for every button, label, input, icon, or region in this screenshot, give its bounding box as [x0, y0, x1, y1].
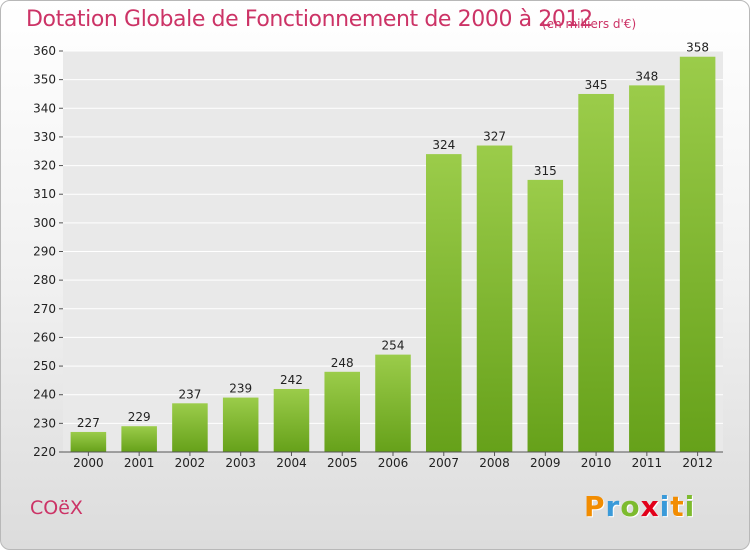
data-label-2008: 327: [483, 130, 506, 144]
y-tick-label: 300: [33, 216, 56, 230]
y-tick-label: 260: [33, 330, 56, 344]
x-tick-label-2001: 2001: [124, 456, 155, 470]
bars: [70, 56, 716, 452]
x-tick-label-2009: 2009: [530, 456, 561, 470]
data-labels: 227 229 237 239 242 248 254 324 327 315 345 348 358: [77, 41, 709, 430]
data-label-2007: 324: [432, 138, 455, 152]
bar-2002: [172, 403, 208, 452]
y-tick-label: 240: [33, 388, 56, 402]
bar-2011: [629, 85, 665, 452]
data-label-2002: 237: [178, 387, 201, 401]
bar-2008: [476, 145, 513, 452]
data-label-2005: 248: [331, 356, 354, 370]
bar-2005: [324, 371, 360, 452]
logo-letter: r: [605, 490, 621, 523]
data-label-2003: 239: [229, 382, 252, 396]
y-tick-label: 220: [33, 445, 56, 459]
x-tick-label-2012: 2012: [682, 456, 713, 470]
chart-title: Dotation Globale de Fonctionnement de 20…: [26, 7, 593, 32]
y-tick-label: 250: [33, 359, 56, 373]
bar-2010: [578, 93, 614, 452]
y-axis-ticks: 220 230 240 250 260 270 280 290 300 310 320 330 340 3…: [33, 44, 63, 459]
data-label-2006: 254: [382, 339, 405, 353]
logo-letter: x: [640, 490, 660, 523]
y-tick-label: 310: [33, 187, 56, 201]
y-tick-label: 360: [33, 44, 56, 58]
y-tick-label: 340: [33, 101, 56, 115]
x-tick-label-2006: 2006: [378, 456, 409, 470]
proxiti-logo: Proxiti: [584, 490, 695, 523]
y-tick-label: 280: [33, 273, 56, 287]
bar-2000: [70, 431, 107, 452]
y-tick-label: 320: [33, 159, 56, 173]
data-label-2004: 242: [280, 373, 303, 387]
x-tick-label-2002: 2002: [175, 456, 206, 470]
bar-2009: [527, 179, 564, 452]
x-axis-ticks: 2000 2001 2002 2003 2004 2005 2006 2007 2008 2009…: [73, 452, 713, 470]
bar-2006: [375, 354, 411, 452]
data-label-2000: 227: [77, 416, 100, 430]
x-tick-label-2003: 2003: [225, 456, 256, 470]
logo-letter: t: [670, 490, 685, 523]
y-tick-label: 350: [33, 73, 56, 87]
y-tick-label: 330: [33, 130, 56, 144]
y-tick-label: 270: [33, 302, 56, 316]
data-label-2009: 315: [534, 164, 557, 178]
x-tick-label-2007: 2007: [428, 456, 459, 470]
bar-2004: [273, 388, 310, 452]
x-tick-label-2011: 2011: [632, 456, 663, 470]
x-tick-label-2000: 2000: [73, 456, 104, 470]
x-tick-label-2010: 2010: [581, 456, 612, 470]
commune-name: COëX: [30, 497, 83, 519]
y-tick-label: 290: [33, 245, 56, 259]
x-tick-label-2008: 2008: [479, 456, 510, 470]
bar-2012: [679, 56, 716, 452]
logo-letter: P: [584, 490, 606, 523]
logo-letter: i: [684, 490, 696, 523]
data-label-2010: 345: [585, 78, 608, 92]
bar-2003: [222, 397, 259, 452]
logo-letter: o: [620, 490, 641, 523]
bar-2007: [426, 154, 462, 452]
bar-2001: [121, 426, 157, 452]
x-tick-label-2005: 2005: [327, 456, 358, 470]
data-label-2011: 348: [635, 69, 658, 83]
data-label-2001: 229: [128, 410, 151, 424]
chart-subtitle: (en milliers d'€): [542, 17, 637, 31]
logo-letter: i: [659, 490, 671, 523]
y-tick-label: 230: [33, 416, 56, 430]
x-tick-label-2004: 2004: [276, 456, 307, 470]
data-label-2012: 358: [686, 41, 709, 55]
